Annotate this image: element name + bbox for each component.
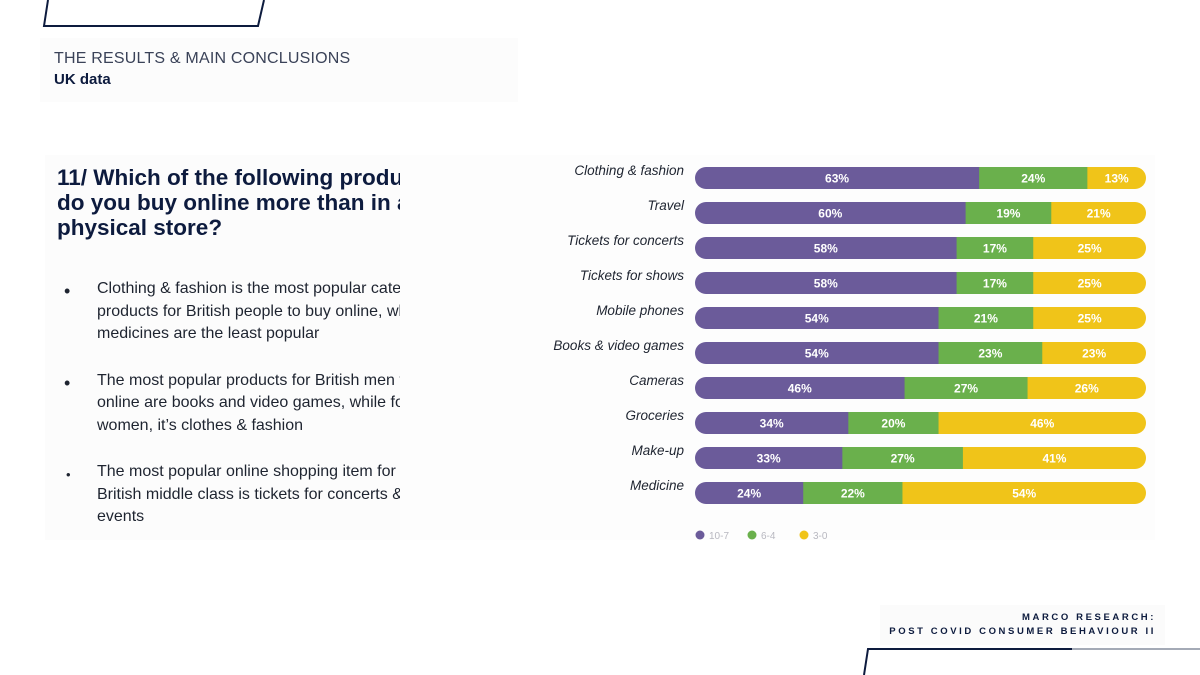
- bullet-icon: •: [64, 281, 71, 301]
- bar-segment-6-4: [965, 202, 1052, 224]
- bar-segment-3-0: [962, 447, 1146, 469]
- data-label: 20%: [881, 417, 905, 431]
- legend-label: 10-7: [709, 531, 729, 540]
- data-label: 54%: [805, 312, 829, 326]
- legend-marker-10-7: [695, 530, 705, 540]
- data-label: 63%: [825, 172, 849, 186]
- data-label: 17%: [983, 242, 1007, 256]
- data-label: 13%: [1105, 172, 1129, 186]
- bar-segment-3-0: [938, 412, 1146, 434]
- bar-segment-3-0: [1087, 167, 1146, 189]
- data-label: 23%: [978, 347, 1002, 361]
- text-panel: [45, 155, 460, 540]
- bullet-item: • The most popular products for British m…: [58, 370, 453, 438]
- data-label: 22%: [841, 487, 865, 501]
- bar-segment-6-4: [956, 272, 1034, 294]
- section-title: THE RESULTS & MAIN CONCLUSIONS: [54, 50, 351, 67]
- bar-segment-10-7: [695, 342, 940, 364]
- bottom-decoration: [863, 648, 1200, 675]
- data-label: 26%: [1075, 382, 1099, 396]
- category-label: Tickets for shows: [580, 268, 684, 283]
- legend-label: 6-4: [761, 531, 776, 540]
- data-label: 25%: [1078, 312, 1102, 326]
- stacked-bar-chart: Clothing & fashion 63% 24% 13% Travel 60% 19% 2…: [553, 163, 1146, 540]
- bar-segment-6-4: [938, 307, 1034, 329]
- bar-segment-10-7: [695, 272, 958, 294]
- footer-brand: MARCO RESEARCH:: [1022, 612, 1156, 623]
- bar-segment-3-0: [1051, 202, 1146, 224]
- data-label: 27%: [954, 382, 978, 396]
- bar-segment-6-4: [842, 447, 964, 469]
- legend-marker-3-0: [799, 530, 809, 540]
- bullet-text: Clothing & fashion is the most popular c…: [97, 280, 451, 342]
- data-label: 33%: [757, 452, 781, 466]
- data-label: 54%: [805, 347, 829, 361]
- bullet-list: • Clothing & fashion is the most popular …: [58, 278, 453, 553]
- data-label: 46%: [1030, 417, 1054, 431]
- data-label: 23%: [1082, 347, 1106, 361]
- bar-segment-3-0: [1027, 377, 1146, 399]
- category-label: Books & video games: [553, 338, 684, 353]
- bullet-icon: •: [64, 372, 71, 393]
- data-label: 41%: [1042, 452, 1066, 466]
- data-label: 25%: [1078, 277, 1102, 291]
- question-title: 11/ Which of the following products do y…: [57, 165, 436, 240]
- data-label: 46%: [788, 382, 812, 396]
- bar-segment-10-7: [695, 377, 906, 399]
- category-label: Tickets for concerts: [567, 233, 684, 248]
- bar-segment-3-0: [1033, 272, 1146, 294]
- data-label: 21%: [974, 312, 998, 326]
- bar-segment-10-7: [695, 307, 940, 329]
- bar-segment-3-0: [902, 482, 1146, 504]
- data-label: 17%: [983, 277, 1007, 291]
- data-label: 24%: [737, 487, 761, 501]
- bar-segment-6-4: [979, 167, 1088, 189]
- bar-segment-10-7: [695, 412, 849, 434]
- bullet-icon: •: [66, 467, 71, 482]
- bar-segment-3-0: [1042, 342, 1146, 364]
- data-label: 27%: [891, 452, 915, 466]
- category-label: Cameras: [629, 373, 684, 388]
- category-label: Groceries: [625, 408, 684, 423]
- bullet-text: The most popular online shopping item fo…: [97, 463, 423, 525]
- bar-segment-6-4: [938, 342, 1043, 364]
- bar-segment-10-7: [695, 447, 843, 469]
- bar-segment-10-7: [695, 202, 967, 224]
- data-label: 58%: [814, 242, 838, 256]
- data-label: 54%: [1012, 487, 1036, 501]
- category-label: Medicine: [630, 478, 684, 493]
- footer-panel: [880, 605, 1165, 645]
- data-label: 25%: [1078, 242, 1102, 256]
- category-label: Travel: [647, 198, 685, 213]
- bar-segment-3-0: [1033, 237, 1146, 259]
- bar-segment-3-0: [1033, 307, 1146, 329]
- data-label: 58%: [814, 277, 838, 291]
- category-label: Clothing & fashion: [574, 163, 684, 178]
- bar-segment-10-7: [695, 237, 958, 259]
- top-decoration: [42, 0, 265, 27]
- data-label: 19%: [996, 207, 1020, 221]
- data-label: 24%: [1021, 172, 1045, 186]
- data-label: 21%: [1087, 207, 1111, 221]
- legend-marker-6-4: [747, 530, 757, 540]
- bar-segment-6-4: [904, 377, 1029, 399]
- category-label: Make-up: [631, 443, 684, 458]
- header-panel: [40, 38, 518, 102]
- legend-label: 3-0: [813, 531, 828, 540]
- data-label: 34%: [760, 417, 784, 431]
- bar-segment-10-7: [695, 167, 980, 189]
- bullet-item: • Clothing & fashion is the most popular …: [58, 278, 453, 346]
- footer-report-title: POST COVID CONSUMER BEHAVIOUR II: [889, 626, 1156, 637]
- category-label: Mobile phones: [596, 303, 684, 318]
- bar-segment-6-4: [956, 237, 1034, 259]
- data-label: 60%: [818, 207, 842, 221]
- section-subtitle: UK data: [54, 71, 111, 88]
- bar-segment-10-7: [695, 482, 804, 504]
- bar-segment-6-4: [803, 482, 903, 504]
- bullet-text: The most popular products for British me…: [97, 371, 443, 434]
- bar-segment-6-4: [848, 412, 940, 434]
- bullet-item: • The most popular online shopping item f…: [58, 461, 453, 529]
